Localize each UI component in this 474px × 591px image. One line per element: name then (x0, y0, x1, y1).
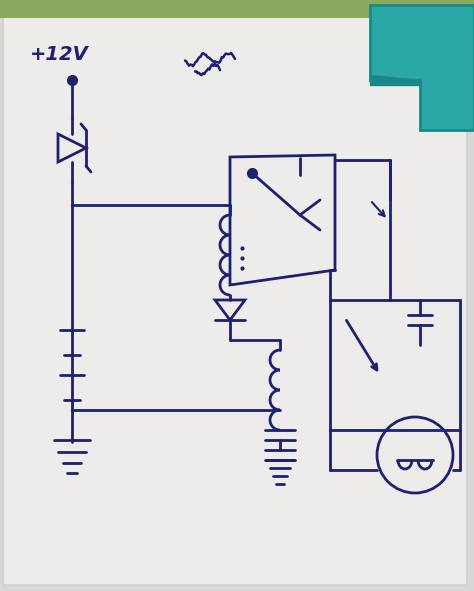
Polygon shape (370, 75, 420, 85)
FancyBboxPatch shape (0, 0, 474, 18)
Polygon shape (370, 5, 474, 130)
FancyBboxPatch shape (3, 3, 467, 585)
Text: +12V: +12V (30, 45, 89, 64)
